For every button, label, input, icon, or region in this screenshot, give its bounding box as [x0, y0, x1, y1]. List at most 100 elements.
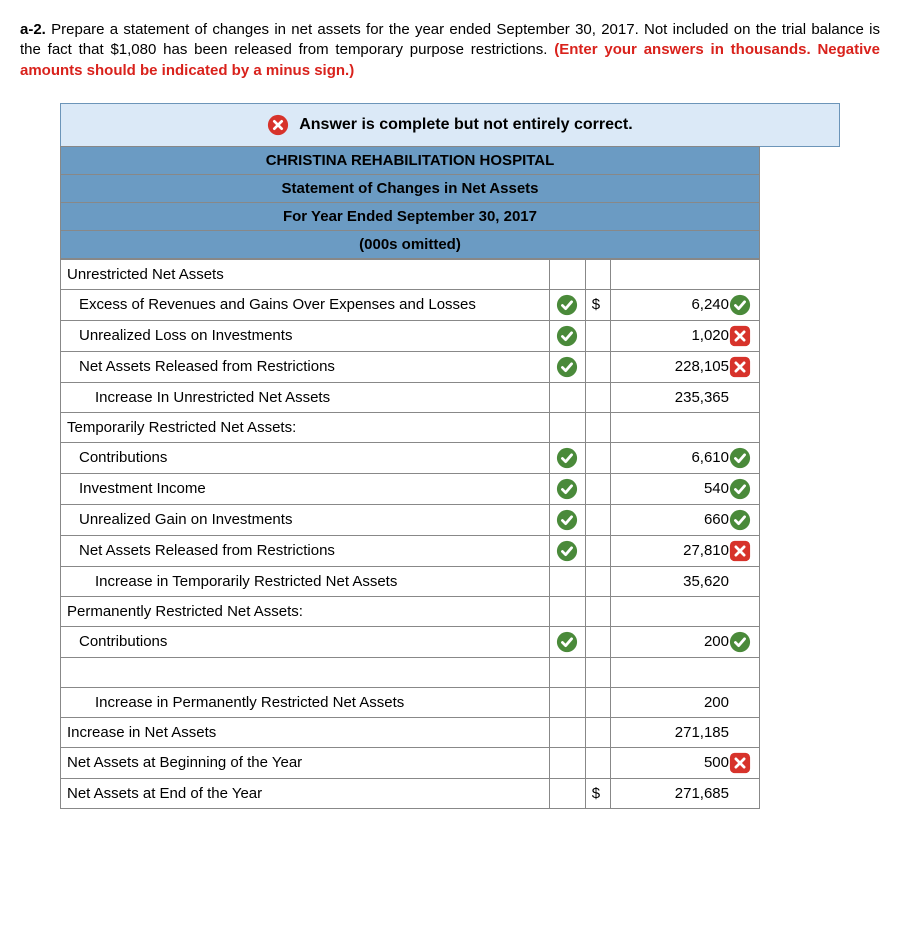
check-icon	[729, 509, 751, 531]
currency-symbol	[585, 473, 610, 504]
row-label[interactable]: Temporarily Restricted Net Assets:	[61, 412, 550, 442]
row-label-status	[549, 535, 585, 566]
check-icon	[556, 540, 578, 562]
row-value[interactable]	[611, 596, 760, 626]
row-label-status	[549, 412, 585, 442]
statement-container: CHRISTINA REHABILITATION HOSPITAL Statem…	[60, 146, 760, 809]
status-banner: Answer is complete but not entirely corr…	[60, 103, 840, 147]
row-value[interactable]: 235,365	[611, 382, 760, 412]
row-label[interactable]: Investment Income	[61, 473, 550, 504]
check-icon	[556, 509, 578, 531]
currency-symbol	[585, 320, 610, 351]
currency-symbol	[585, 747, 610, 778]
value-text: 27,810	[683, 542, 729, 559]
table-row: Unrealized Loss on Investments 1,020	[61, 320, 760, 351]
row-label-status	[549, 596, 585, 626]
value-text: 235,365	[675, 389, 729, 406]
stmt-header-2: Statement of Changes in Net Assets	[60, 175, 760, 203]
row-value[interactable]: 35,620	[611, 566, 760, 596]
table-row: Increase in Permanently Restricted Net A…	[61, 687, 760, 717]
value-text: 6,610	[691, 449, 729, 466]
check-icon	[556, 447, 578, 469]
statement-table: Unrestricted Net AssetsExcess of Revenue…	[60, 259, 760, 809]
value-status	[729, 325, 753, 347]
row-label[interactable]: Increase in Net Assets	[61, 717, 550, 747]
table-row: Investment Income 540	[61, 473, 760, 504]
table-row: Contributions 6,610	[61, 442, 760, 473]
row-value[interactable]: 500	[611, 747, 760, 778]
value-status	[729, 478, 753, 500]
row-label-status	[549, 473, 585, 504]
table-row: Net Assets Released from Restrictions 228…	[61, 351, 760, 382]
row-label-status	[549, 717, 585, 747]
table-row: Net Assets Released from Restrictions 27,…	[61, 535, 760, 566]
currency-symbol	[585, 717, 610, 747]
row-label-status	[549, 442, 585, 473]
stmt-header-4: (000s omitted)	[60, 231, 760, 259]
row-value[interactable]: 1,020	[611, 320, 760, 351]
check-icon	[729, 294, 751, 316]
row-value[interactable]: 228,105	[611, 351, 760, 382]
row-label[interactable]: Unrealized Gain on Investments	[61, 504, 550, 535]
row-label[interactable]: Net Assets at Beginning of the Year	[61, 747, 550, 778]
row-value[interactable]: 6,610	[611, 442, 760, 473]
row-label[interactable]: Increase in Permanently Restricted Net A…	[61, 687, 550, 717]
check-icon	[556, 631, 578, 653]
currency-symbol: $	[585, 778, 610, 808]
row-label[interactable]: Increase in Temporarily Restricted Net A…	[61, 566, 550, 596]
row-value[interactable]	[611, 657, 760, 687]
row-label-status	[549, 259, 585, 289]
row-label[interactable]: Increase In Unrestricted Net Assets	[61, 382, 550, 412]
table-row: Unrealized Gain on Investments 660	[61, 504, 760, 535]
row-label[interactable]: Net Assets Released from Restrictions	[61, 535, 550, 566]
row-label[interactable]: Permanently Restricted Net Assets:	[61, 596, 550, 626]
question-text: a-2. Prepare a statement of changes in n…	[20, 20, 880, 81]
value-text: 500	[704, 754, 729, 771]
table-row: Increase In Unrestricted Net Assets 235,3…	[61, 382, 760, 412]
row-label[interactable]: Excess of Revenues and Gains Over Expens…	[61, 289, 550, 320]
row-value[interactable]: 540	[611, 473, 760, 504]
row-value[interactable]: 27,810	[611, 535, 760, 566]
row-label[interactable]: Contributions	[61, 626, 550, 657]
check-icon	[729, 478, 751, 500]
currency-symbol	[585, 504, 610, 535]
row-label-status	[549, 626, 585, 657]
currency-symbol	[585, 442, 610, 473]
table-row: Excess of Revenues and Gains Over Expens…	[61, 289, 760, 320]
row-value[interactable]: 660	[611, 504, 760, 535]
row-value[interactable]: 200	[611, 626, 760, 657]
row-label-status	[549, 747, 585, 778]
row-value[interactable]: 271,185	[611, 717, 760, 747]
row-label-status	[549, 778, 585, 808]
question-number: a-2.	[20, 21, 46, 38]
row-value[interactable]: 200	[611, 687, 760, 717]
currency-symbol	[585, 566, 610, 596]
row-label[interactable]: Net Assets Released from Restrictions	[61, 351, 550, 382]
currency-symbol	[585, 596, 610, 626]
value-text: 35,620	[683, 573, 729, 590]
value-status	[729, 356, 753, 378]
row-label[interactable]: Unrestricted Net Assets	[61, 259, 550, 289]
value-status	[729, 752, 753, 774]
table-row: Increase in Net Assets 271,185	[61, 717, 760, 747]
value-text: 200	[704, 633, 729, 650]
row-label[interactable]	[61, 657, 550, 687]
currency-symbol	[585, 382, 610, 412]
table-row: Net Assets at Beginning of the Year 500	[61, 747, 760, 778]
value-text: 540	[704, 480, 729, 497]
row-value[interactable]	[611, 259, 760, 289]
row-value[interactable]: 271,685	[611, 778, 760, 808]
row-label[interactable]: Net Assets at End of the Year	[61, 778, 550, 808]
row-label[interactable]: Contributions	[61, 442, 550, 473]
currency-symbol	[585, 687, 610, 717]
row-label-status	[549, 382, 585, 412]
value-text: 271,685	[675, 785, 729, 802]
row-value[interactable]: 6,240	[611, 289, 760, 320]
row-value[interactable]	[611, 412, 760, 442]
row-label[interactable]: Unrealized Loss on Investments	[61, 320, 550, 351]
currency-symbol	[585, 412, 610, 442]
value-text: 271,185	[675, 724, 729, 741]
x-icon	[729, 540, 751, 562]
currency-symbol	[585, 626, 610, 657]
currency-symbol	[585, 259, 610, 289]
